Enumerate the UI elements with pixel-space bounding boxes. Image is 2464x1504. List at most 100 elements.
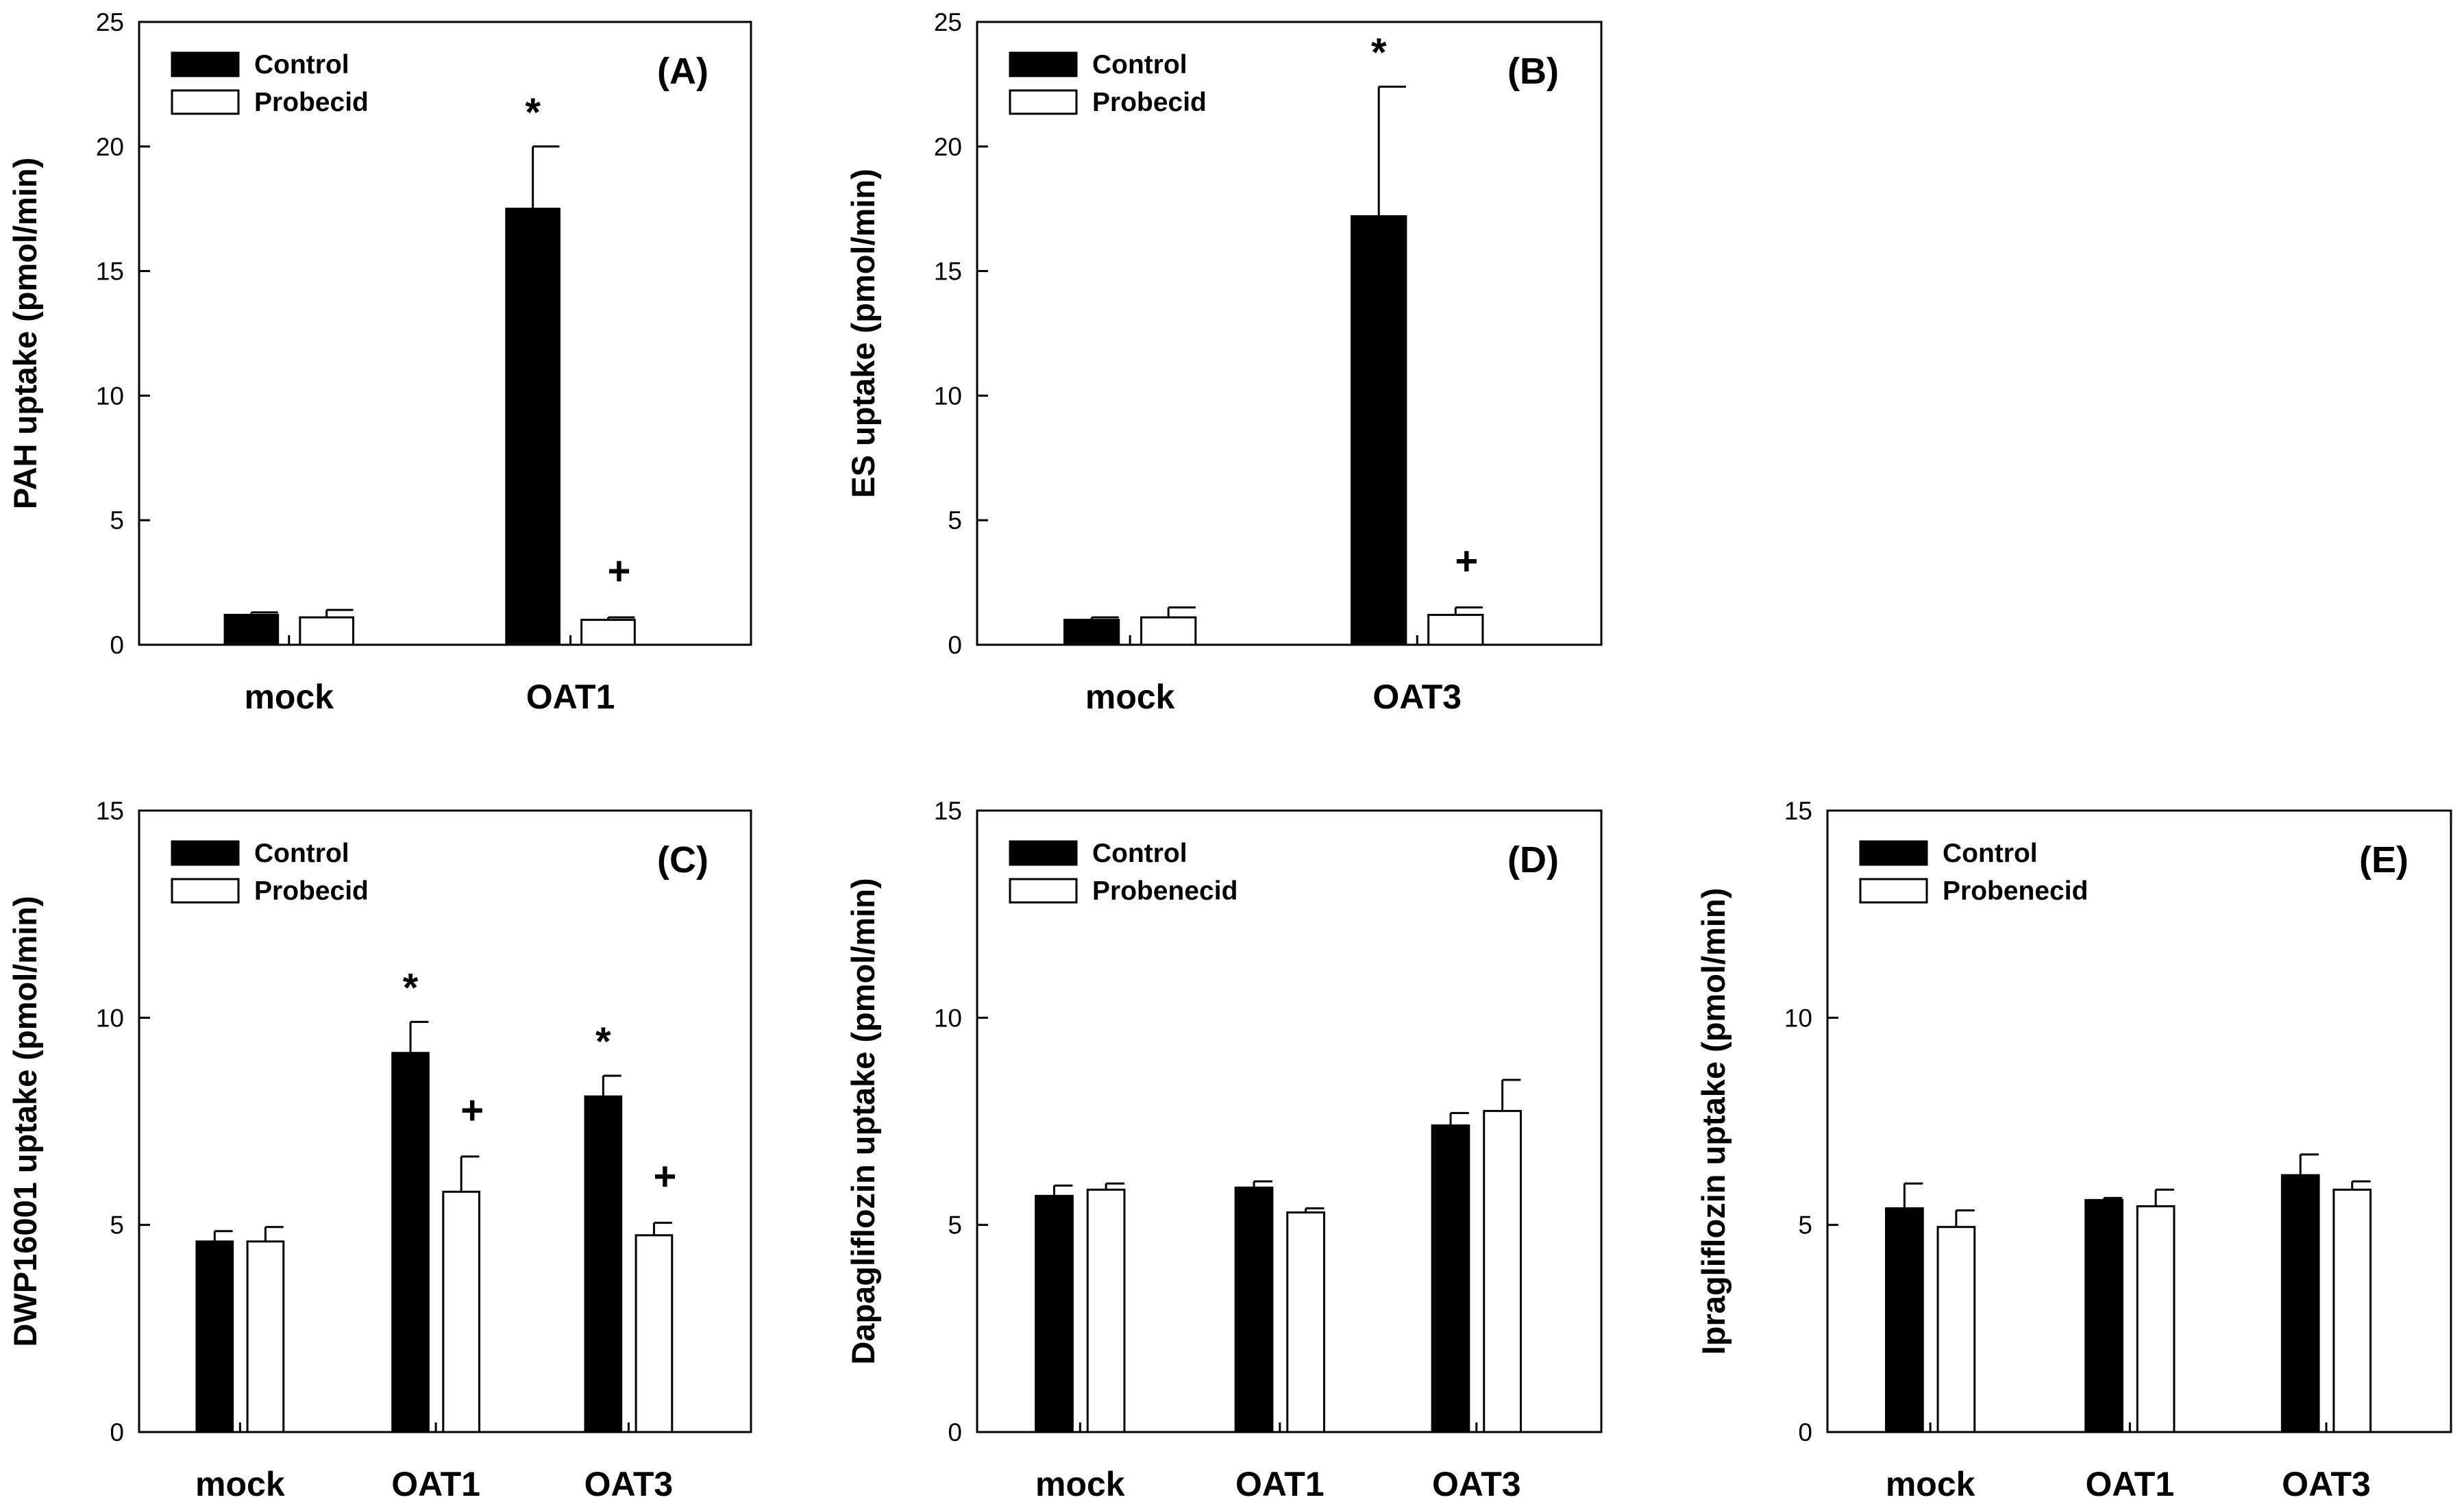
panel-d: 0 5 10 15 Dapagliflozin uptake (pmol/min) moc… <box>845 797 1603 1503</box>
x-tick-label-oat3: OAT3 <box>584 1465 674 1503</box>
error-bar-probenecid-mock <box>1955 1209 1975 1227</box>
bar-control-oat3 <box>1431 1124 1470 1433</box>
bar-control-mock <box>1035 1194 1074 1433</box>
y-tick-label: 15 <box>1784 797 1812 825</box>
error-bar-control-oat3 <box>1377 86 1406 217</box>
y-tick-label: 5 <box>948 1211 962 1240</box>
y-tick-label: 5 <box>110 506 124 534</box>
y-tick-label: 0 <box>110 631 124 659</box>
error-bar-control-oat3 <box>2299 1153 2319 1176</box>
y-axis-title: ES uptake (pmol/min) <box>845 169 881 498</box>
bar-probenecid-oat3 <box>2332 1188 2372 1433</box>
y-tick-label: 25 <box>934 8 962 36</box>
y-tick-label: 10 <box>934 1004 962 1032</box>
x-tick-label-mock: mock <box>244 678 334 716</box>
y-tick-label: 5 <box>110 1211 124 1240</box>
y-axis-title: Dapagliflozin uptake (pmol/min) <box>845 878 881 1364</box>
y-tick-label: 0 <box>110 1418 124 1446</box>
y-tick-label: 0 <box>1798 1418 1812 1446</box>
error-bar-probenecid-oat1 <box>2154 1188 2174 1207</box>
error-bar-control-oat3 <box>1449 1111 1469 1126</box>
panel-label: (C) <box>657 839 709 880</box>
bar-control-oat3 <box>2280 1174 2320 1433</box>
y-axis-title: DWP16001 uptake (pmol/min) <box>7 896 43 1346</box>
legend-label-probenecid: Probenecid <box>1943 876 2088 906</box>
error-bar-control-mock <box>1090 616 1119 620</box>
x-tick-label-oat3: OAT3 <box>1372 678 1462 716</box>
bar-control-oat1 <box>2084 1198 2123 1433</box>
x-tick-label-oat1: OAT1 <box>1235 1465 1325 1503</box>
legend-swatch-probecid <box>171 878 240 904</box>
legend-swatch-control <box>1859 840 1928 866</box>
significance-star: * <box>595 1020 611 1064</box>
legend-label-control: Control <box>254 50 349 79</box>
y-axis-title: Ipragliflozin uptake (pmol/min) <box>1695 888 1732 1355</box>
bar-control-oat1 <box>505 208 560 646</box>
panel-label: (D) <box>1507 839 1559 880</box>
legend-swatch-probecid <box>171 89 240 115</box>
legend-label-probecid: Probecid <box>254 88 369 117</box>
significance-plus: + <box>1455 539 1478 583</box>
error-bar-control-mock <box>1053 1184 1073 1196</box>
significance-star: * <box>525 90 541 135</box>
y-tick-label: 25 <box>96 8 124 36</box>
bar-control-oat1 <box>1234 1186 1274 1433</box>
legend-swatch-probenecid <box>1859 878 1928 904</box>
legend-label-probecid: Probecid <box>254 876 369 906</box>
panel-b: 0 5 10 15 20 25 ES uptake (pmol/min) mock OAT3 * +… <box>845 8 1603 716</box>
bar-probecid-oat3 <box>635 1234 674 1433</box>
y-tick-label: 0 <box>948 631 962 659</box>
bar-probecid-oat1 <box>580 619 636 646</box>
y-tick-label: 10 <box>96 382 124 410</box>
error-bar-probenecid-oat3 <box>2351 1180 2371 1190</box>
x-tick-label-mock: mock <box>1035 1465 1125 1503</box>
bar-probenecid-mock <box>1086 1188 1126 1433</box>
y-axis-title: PAH uptake (pmol/min) <box>7 158 43 510</box>
panel-label: (E) <box>2359 839 2408 880</box>
error-bar-probenecid-oat1 <box>1305 1207 1325 1213</box>
x-tick-label-oat3: OAT3 <box>1432 1465 1521 1503</box>
significance-plus: + <box>654 1155 677 1199</box>
significance-star: * <box>403 965 419 1010</box>
legend-label-control: Control <box>1092 839 1187 868</box>
bar-control-oat3 <box>1351 215 1407 646</box>
y-tick-label: 5 <box>948 506 962 534</box>
error-bar-control-oat1 <box>532 145 560 209</box>
y-tick-label: 15 <box>96 797 124 825</box>
bar-control-oat1 <box>391 1052 430 1433</box>
legend-label-control: Control <box>1943 839 2038 868</box>
bar-probecid-oat3 <box>1427 613 1484 646</box>
plot-frame <box>976 21 1603 646</box>
y-tick-label: 15 <box>934 258 962 286</box>
bar-probenecid-oat3 <box>1483 1109 1522 1433</box>
error-bar-probenecid-mock <box>1105 1182 1124 1190</box>
legend-label-control: Control <box>1092 50 1187 79</box>
bar-control-mock <box>223 613 280 646</box>
legend-swatch-control <box>1009 51 1078 77</box>
bar-control-mock <box>1063 619 1120 646</box>
bar-probecid-mock <box>246 1240 285 1433</box>
panel-c: 0 5 10 15 DWP16001 uptake (pmol/min) mock OAT1… <box>7 797 752 1503</box>
error-bar-probenecid-oat3 <box>1501 1078 1521 1111</box>
y-tick-label: 0 <box>948 1418 962 1446</box>
error-bar-probecid-oat3 <box>652 1222 672 1235</box>
legend-label-probenecid: Probenecid <box>1092 876 1237 906</box>
bar-probenecid-oat1 <box>2136 1205 2176 1433</box>
x-tick-label-oat1: OAT1 <box>2086 1465 2175 1503</box>
y-tick-label: 20 <box>96 133 124 161</box>
legend-swatch-control <box>171 840 240 866</box>
panel-e: 0 5 10 15 Ipragliflozin uptake (pmol/min) moc… <box>1695 797 2452 1503</box>
x-tick-label-oat1: OAT1 <box>526 678 615 716</box>
error-bar-control-oat1 <box>409 1020 429 1053</box>
bar-probecid-oat1 <box>442 1190 481 1433</box>
significance-plus: + <box>460 1088 484 1133</box>
error-bar-control-mock <box>250 611 278 615</box>
plot-frame <box>138 21 752 646</box>
panel-label: (B) <box>1507 51 1559 92</box>
error-bar-control-oat3 <box>602 1074 621 1097</box>
error-bar-control-oat1 <box>2103 1196 2123 1200</box>
error-bar-probecid-oat1 <box>460 1155 480 1192</box>
error-bar-probecid-oat3 <box>1454 606 1483 615</box>
error-bar-probecid-mock <box>1167 606 1196 618</box>
